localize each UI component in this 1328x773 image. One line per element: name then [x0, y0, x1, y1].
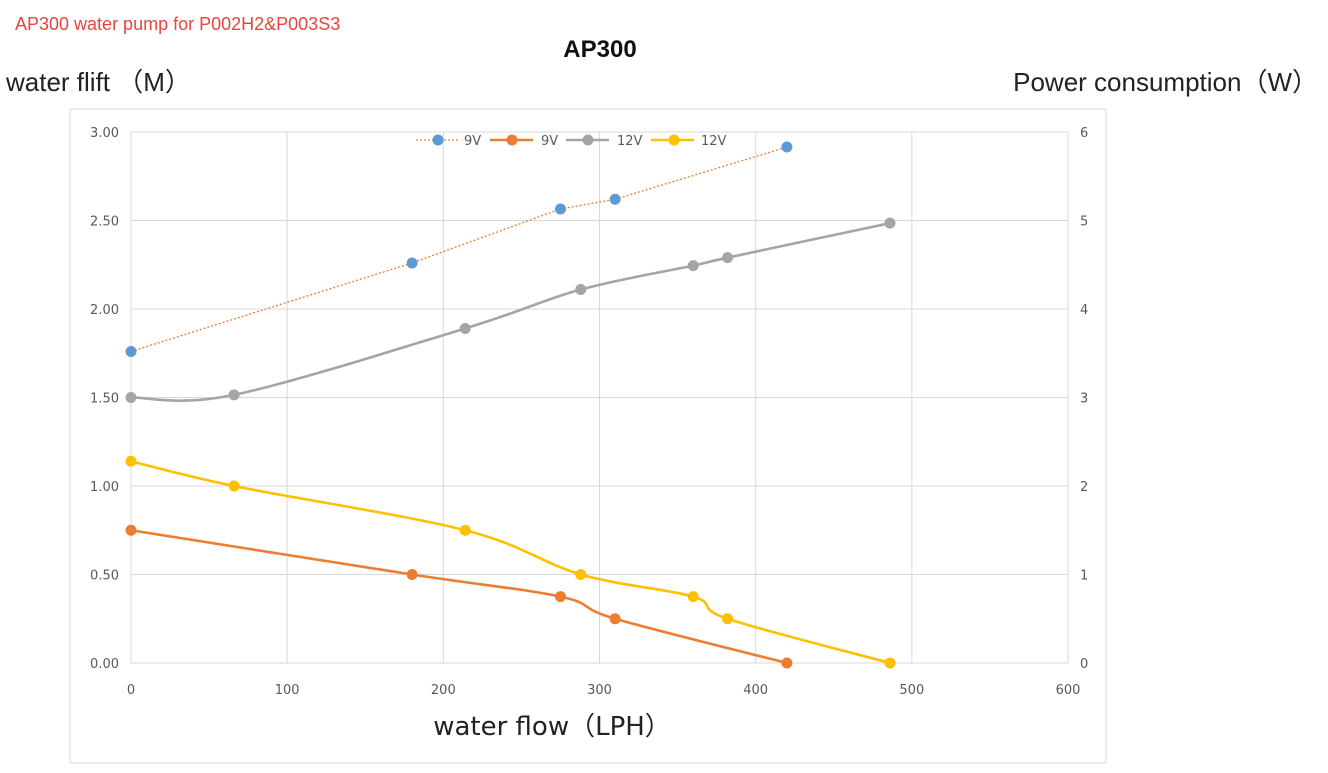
data-point [228, 480, 240, 492]
legend-label: 9V [464, 134, 481, 149]
data-point [554, 591, 566, 603]
chart-title: AP300 [563, 36, 637, 63]
data-point [406, 569, 418, 580]
right-y-tick-label: 2 [1080, 480, 1088, 495]
series-group [125, 141, 896, 669]
legend-marker [432, 134, 444, 146]
legend-label: 12V [701, 134, 727, 149]
data-point [125, 524, 137, 536]
right-axis-label: Power consumption（W） [1013, 67, 1318, 97]
legend-marker [582, 134, 594, 146]
data-point [459, 322, 471, 334]
x-tick-label: 100 [275, 683, 300, 698]
legend-marker [506, 134, 518, 146]
data-point [722, 252, 734, 264]
x-tick-label: 200 [431, 683, 456, 698]
data-point [609, 613, 621, 625]
left-axis-label: water flift （M） [6, 67, 191, 97]
legend: 9V 9V 12V 12V [416, 134, 727, 149]
data-point [228, 389, 240, 401]
legend-item: 9V [416, 134, 481, 149]
data-point [554, 203, 566, 215]
right-axis-ticks: 0 1 2 3 4 5 6 [1080, 126, 1088, 672]
data-point [125, 345, 137, 357]
legend-item: 12V [566, 134, 643, 149]
legend-item: 9V [490, 134, 558, 149]
data-point [459, 524, 471, 536]
x-tick-label: 300 [587, 683, 612, 698]
left-y-tick-label: 1.00 [90, 480, 119, 495]
page-caption: AP300 water pump for P002H2&P003S3 [15, 14, 341, 34]
left-axis-ticks: 0.00 0.50 1.00 1.50 2.00 2.50 3.00 [90, 126, 119, 672]
data-point [687, 260, 699, 272]
data-point [884, 217, 896, 229]
left-y-tick-label: 2.00 [90, 303, 119, 318]
data-point [722, 613, 734, 625]
right-y-tick-label: 1 [1080, 569, 1088, 584]
series-2 [125, 217, 896, 403]
data-point [781, 141, 793, 153]
legend-label: 12V [617, 134, 643, 149]
data-point [609, 193, 621, 205]
legend-marker [668, 134, 680, 146]
chart-frame [69, 108, 1107, 764]
data-point [406, 257, 418, 269]
data-point [575, 569, 587, 580]
right-y-tick-label: 4 [1080, 303, 1088, 318]
data-point [125, 392, 137, 403]
x-axis-label: water flow（LPH） [433, 712, 671, 742]
grid-lines [130, 131, 1069, 664]
left-y-tick-label: 2.50 [90, 215, 119, 230]
right-y-tick-label: 6 [1080, 126, 1088, 141]
left-y-tick-label: 1.50 [90, 392, 119, 407]
x-axis-ticks: 0 100 200 300 400 500 600 [127, 683, 1081, 698]
series-0 [125, 141, 793, 357]
data-point [781, 657, 793, 669]
right-y-tick-label: 3 [1080, 392, 1088, 407]
x-tick-label: 500 [899, 683, 924, 698]
series-line [130, 528, 788, 665]
series-3 [125, 455, 896, 669]
left-y-tick-label: 3.00 [90, 126, 119, 141]
x-tick-label: 400 [743, 683, 768, 698]
left-y-tick-label: 0.50 [90, 569, 119, 584]
legend-item: 12V [651, 134, 727, 149]
legend-label: 9V [541, 134, 558, 149]
data-point [575, 284, 587, 296]
series-1 [125, 524, 793, 669]
x-tick-label: 0 [127, 683, 135, 698]
data-point [125, 455, 137, 467]
data-point [884, 657, 896, 669]
data-point [687, 591, 699, 603]
right-y-tick-label: 5 [1080, 215, 1088, 230]
left-y-tick-label: 0.00 [90, 657, 119, 672]
right-y-tick-label: 0 [1080, 657, 1088, 672]
x-tick-label: 600 [1056, 683, 1081, 698]
